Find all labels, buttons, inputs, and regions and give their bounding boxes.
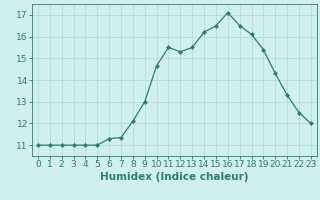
X-axis label: Humidex (Indice chaleur): Humidex (Indice chaleur) (100, 172, 249, 182)
